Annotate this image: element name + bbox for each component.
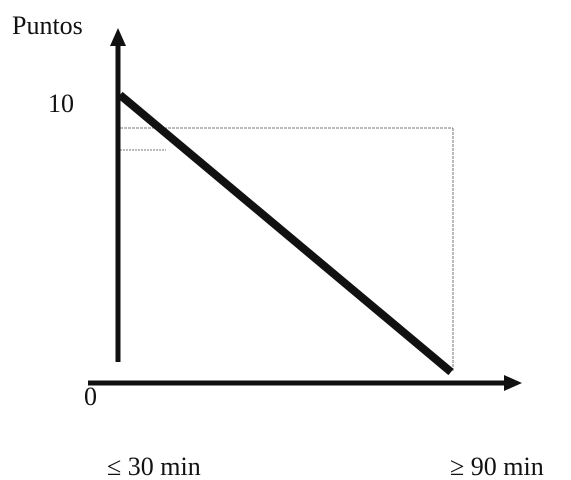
data-line <box>117 91 454 376</box>
x-axis-arrow <box>504 375 522 391</box>
x-label-max: ≥ 90 min <box>450 452 544 480</box>
x-label-min: ≤ 30 min <box>107 452 201 480</box>
y-tick-label-10: 10 <box>48 89 74 118</box>
y-axis-label: Puntos <box>12 11 83 40</box>
y-axis-arrow <box>110 28 126 46</box>
origin-label: 0 <box>84 382 97 411</box>
